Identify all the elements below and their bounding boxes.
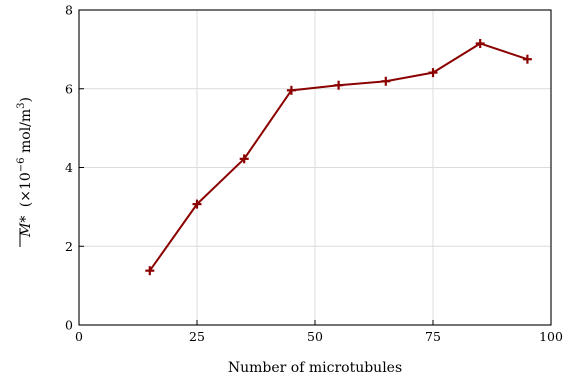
x-tick-label: 100 [539, 329, 563, 344]
grid [79, 10, 551, 325]
data-point [475, 38, 485, 48]
x-tick-label: 75 [425, 329, 441, 344]
x-tick-label: 50 [307, 329, 323, 344]
svg-text:M* (×10−6 mol/m3): M* (×10−6 mol/m3) [16, 97, 34, 238]
data-point [239, 154, 249, 164]
axis-ticks: 0 25 50 75 100 0 2 4 6 8 [65, 3, 563, 345]
series-group [145, 38, 532, 276]
data-point [286, 85, 296, 95]
x-tick-label: 0 [75, 329, 83, 344]
data-point [145, 266, 155, 276]
x-tick-label: 25 [189, 329, 205, 344]
y-axis-label-close: ) [18, 97, 34, 102]
y-axis-label-quantity: M* [18, 216, 34, 238]
y-axis-label-exponent: −6 [16, 157, 27, 172]
y-tick-label: 4 [65, 160, 73, 175]
data-point [522, 54, 532, 64]
data-point [381, 76, 391, 86]
data-point [428, 68, 438, 78]
y-tick-label: 0 [65, 318, 73, 333]
series-line [148, 42, 528, 272]
y-axis-label-units: (×10 [18, 172, 34, 207]
y-axis-label-unit-sup: 3 [16, 102, 27, 108]
y-axis-label-unit: mol/m [18, 109, 34, 158]
y-axis-label: M* (×10−6 mol/m3) [16, 97, 34, 238]
data-point [192, 199, 202, 209]
y-tick-label: 2 [65, 239, 73, 254]
x-axis-label: Number of microtubules [228, 360, 402, 376]
y-tick-label: 8 [65, 3, 73, 18]
data-point [334, 80, 344, 90]
y-tick-label: 6 [65, 81, 73, 96]
